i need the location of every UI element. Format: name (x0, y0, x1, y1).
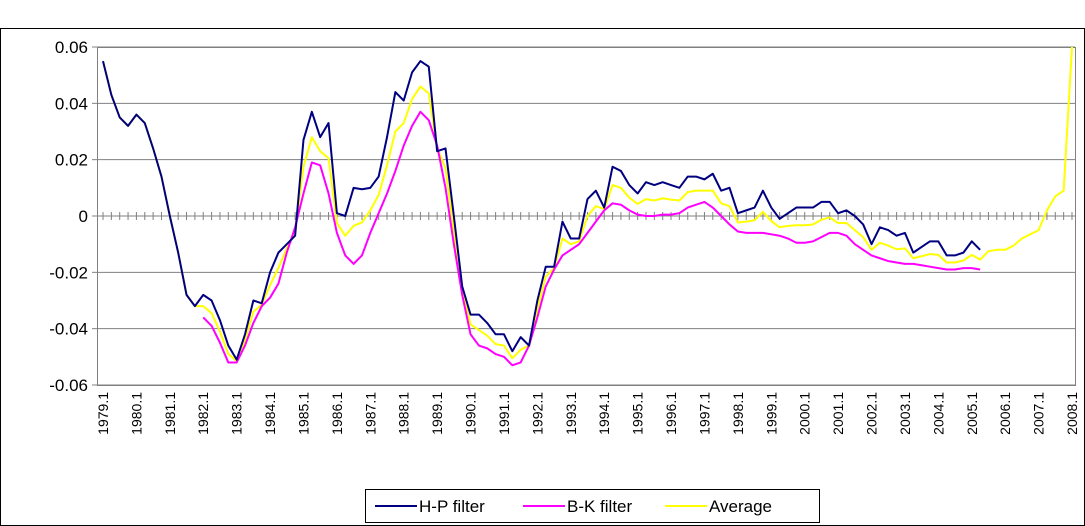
y-tick-label: 0 (79, 207, 88, 226)
y-tick-label: 0.06 (55, 38, 88, 57)
x-tick-label: 2007.1 (1031, 392, 1047, 435)
x-tick-label: 1987.1 (362, 392, 378, 435)
x-tick-label: 1988.1 (396, 392, 412, 435)
x-tick-label: 2000.1 (797, 392, 813, 435)
x-tick-label: 1982.1 (195, 392, 211, 435)
x-tick-label: 1996.1 (663, 392, 679, 435)
legend-label: B-K filter (567, 497, 633, 516)
x-tick-label: 2004.1 (930, 392, 946, 435)
x-tick-label: 2005.1 (964, 392, 980, 435)
x-tick-label: 1981.1 (162, 392, 178, 435)
series-line (102, 46, 1073, 363)
x-tick-label: 1994.1 (596, 392, 612, 435)
y-tick-label: 0.02 (55, 151, 88, 170)
x-tick-label: 1992.1 (529, 392, 545, 435)
x-tick-label: 2003.1 (897, 392, 913, 435)
legend-label: H-P filter (419, 497, 485, 516)
x-tick-label: 1995.1 (630, 392, 646, 435)
x-tick-label: 2006.1 (997, 392, 1013, 435)
x-tick-label: 1999.1 (763, 392, 779, 435)
x-tick-label: 1985.1 (295, 392, 311, 435)
x-tick-label: 1984.1 (262, 392, 278, 435)
series-line (102, 60, 981, 361)
series-line (202, 110, 981, 367)
x-tick-label: 1998.1 (730, 392, 746, 435)
y-tick-label: -0.06 (49, 376, 88, 395)
x-tick-label: 1980.1 (128, 392, 144, 435)
x-tick-label: 1979.1 (95, 392, 111, 435)
x-tick-label: 2002.1 (864, 392, 880, 435)
legend-label: Average (709, 497, 772, 516)
x-tick-label: 1989.1 (429, 392, 445, 435)
x-tick-label: 1991.1 (496, 392, 512, 435)
y-tick-label: -0.04 (49, 320, 88, 339)
x-tick-label: 1990.1 (463, 392, 479, 435)
y-tick-label: 0.04 (55, 94, 88, 113)
legend (365, 489, 820, 523)
x-tick-label: 1993.1 (563, 392, 579, 435)
x-tick-label: 2008.1 (1064, 392, 1080, 435)
y-tick-label: -0.02 (49, 263, 88, 282)
x-tick-label: 1986.1 (329, 392, 345, 435)
x-tick-label: 1983.1 (229, 392, 245, 435)
x-tick-label: 1997.1 (696, 392, 712, 435)
x-tick-label: 2001.1 (830, 392, 846, 435)
